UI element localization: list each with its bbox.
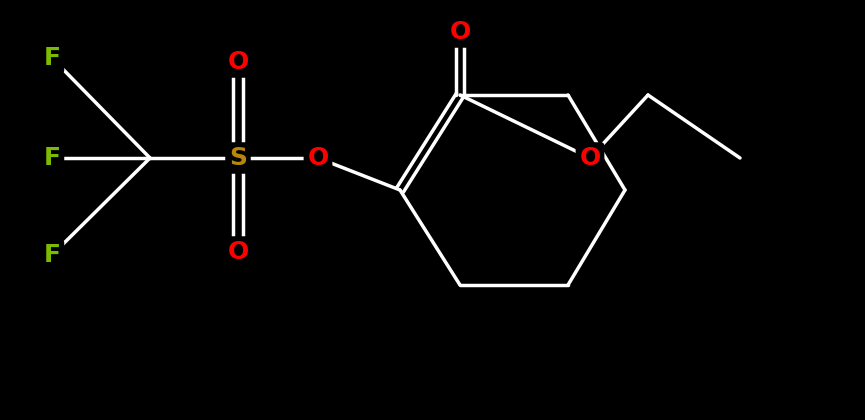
Text: F: F xyxy=(43,146,61,170)
Text: S: S xyxy=(229,146,247,170)
Text: O: O xyxy=(227,240,248,264)
Text: F: F xyxy=(43,243,61,267)
Text: O: O xyxy=(307,146,329,170)
Text: O: O xyxy=(227,50,248,74)
Text: O: O xyxy=(450,20,471,44)
Text: F: F xyxy=(43,46,61,70)
Text: O: O xyxy=(580,146,600,170)
